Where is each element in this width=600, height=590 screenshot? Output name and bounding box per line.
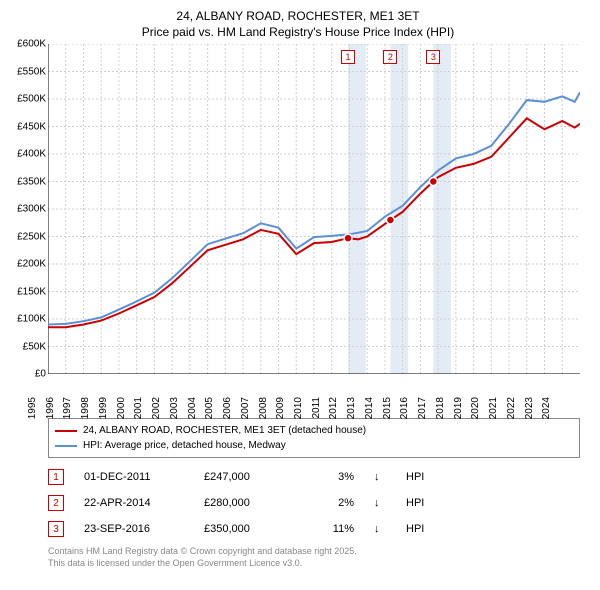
transaction-marker-dot [344,235,352,243]
transaction-hpi-label: HPI [406,497,436,509]
transaction-index-box: 2 [48,495,64,511]
down-arrow-icon: ↓ [374,523,386,535]
y-tick-label: £400K [6,149,46,160]
transaction-index-box: 1 [48,469,64,485]
transaction-price: £280,000 [204,497,284,509]
y-tick-label: £150K [6,286,46,297]
footer-attribution: Contains HM Land Registry data © Crown c… [48,546,580,569]
chart-container: 24, ALBANY ROAD, ROCHESTER, ME1 3ET Pric… [0,0,600,590]
plot-area: £0£50K£100K£150K£200K£250K£300K£350K£400… [48,44,580,374]
transaction-marker-dot [386,216,394,224]
footer-line-1: Contains HM Land Registry data © Crown c… [48,546,580,558]
title-line-2: Price paid vs. HM Land Registry's House … [8,24,588,40]
legend-item: HPI: Average price, detached house, Medw… [55,438,573,453]
y-tick-label: £600K [6,39,46,50]
transaction-marker-label: 2 [383,50,397,64]
legend: 24, ALBANY ROAD, ROCHESTER, ME1 3ET (det… [48,418,580,458]
transaction-hpi-label: HPI [406,471,436,483]
legend-item: 24, ALBANY ROAD, ROCHESTER, ME1 3ET (det… [55,423,573,438]
footer-line-2: This data is licensed under the Open Gov… [48,558,580,570]
legend-swatch [55,445,77,447]
transaction-row: 2 22-APR-2014 £280,000 2% ↓ HPI [48,490,580,516]
transaction-index-box: 3 [48,521,64,537]
transaction-marker-dot [429,178,437,186]
legend-label: HPI: Average price, detached house, Medw… [83,438,286,453]
transaction-date: 22-APR-2014 [84,497,184,509]
y-tick-label: £50K [6,341,46,352]
y-tick-label: £200K [6,259,46,270]
down-arrow-icon: ↓ [374,471,386,483]
y-tick-label: £450K [6,121,46,132]
y-tick-label: £100K [6,314,46,325]
legend-label: 24, ALBANY ROAD, ROCHESTER, ME1 3ET (det… [83,423,366,438]
transaction-pct: 3% [304,471,354,483]
y-tick-label: £350K [6,176,46,187]
y-tick-label: £500K [6,94,46,105]
chart-plot-wrap: £0£50K£100K£150K£200K£250K£300K£350K£400… [48,44,580,374]
title-line-1: 24, ALBANY ROAD, ROCHESTER, ME1 3ET [8,8,588,24]
y-tick-label: £550K [6,66,46,77]
transaction-pct: 2% [304,497,354,509]
y-tick-label: £0 [6,369,46,380]
chart-title: 24, ALBANY ROAD, ROCHESTER, ME1 3ET Pric… [8,8,588,40]
x-axis: 1995199619971998199920002001200220032004… [48,374,580,412]
transaction-hpi-label: HPI [406,523,436,535]
x-tick-label: 2024 [541,397,583,419]
y-tick-label: £300K [6,204,46,215]
transaction-marker-label: 1 [341,50,355,64]
transaction-row: 1 01-DEC-2011 £247,000 3% ↓ HPI [48,464,580,490]
y-tick-label: £250K [6,231,46,242]
transactions-table: 1 01-DEC-2011 £247,000 3% ↓ HPI 2 22-APR-2014 £2… [48,464,580,542]
transaction-date: 01-DEC-2011 [84,471,184,483]
down-arrow-icon: ↓ [374,497,386,509]
chart-svg [48,44,580,374]
transaction-row: 3 23-SEP-2016 £350,000 11% ↓ HPI [48,516,580,542]
transaction-date: 23-SEP-2016 [84,523,184,535]
transaction-price: £247,000 [204,471,284,483]
transaction-price: £350,000 [204,523,284,535]
transaction-marker-label: 3 [426,50,440,64]
legend-swatch [55,430,77,432]
transaction-pct: 11% [304,523,354,535]
